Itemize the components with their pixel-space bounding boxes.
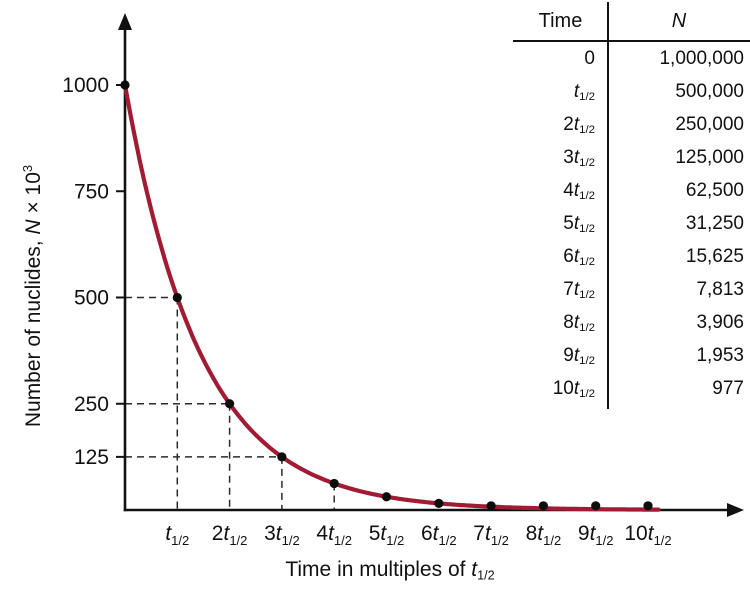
table-row: 0 1,000,000 bbox=[513, 42, 750, 75]
table-row: 8t1/2 3,906 bbox=[513, 306, 750, 339]
data-point bbox=[591, 501, 601, 511]
x-tick-label: 3t1/2 bbox=[264, 522, 300, 548]
n-cell: 31,250 bbox=[685, 213, 744, 234]
table-header: Time N bbox=[513, 2, 750, 42]
time-cell: 3t1/2 bbox=[563, 147, 595, 170]
y-axis-label-prefix: Number of nuclides, bbox=[22, 234, 45, 428]
table-row: 10t1/2 977 bbox=[513, 372, 750, 405]
x-tick-label: t1/2 bbox=[165, 522, 189, 548]
time-cell: 4t1/2 bbox=[563, 180, 595, 203]
time-cell: t1/2 bbox=[573, 81, 595, 104]
time-cell: 8t1/2 bbox=[563, 312, 595, 335]
y-tick-label: 250 bbox=[74, 393, 109, 416]
time-column-header: Time bbox=[538, 10, 583, 32]
y-tick-label: 125 bbox=[74, 446, 109, 469]
data-point bbox=[120, 80, 130, 90]
table-row: 9t1/2 1,953 bbox=[513, 339, 750, 372]
x-axis-label-variable: t bbox=[471, 558, 478, 581]
y-axis-label-variable: N bbox=[22, 219, 45, 235]
y-tick-label: 750 bbox=[74, 180, 109, 203]
x-tick-label: 8t1/2 bbox=[526, 522, 562, 548]
n-cell: 1,953 bbox=[696, 345, 744, 366]
n-cell: 977 bbox=[712, 378, 744, 399]
table-row: t1/2 500,000 bbox=[513, 75, 750, 108]
decay-curve bbox=[122, 82, 661, 512]
table-row: 6t1/2 15,625 bbox=[513, 240, 750, 273]
n-cell: 3,906 bbox=[696, 312, 744, 333]
data-point bbox=[486, 501, 496, 511]
x-tick-label: 4t1/2 bbox=[316, 522, 352, 548]
table-row: 2t1/2 250,000 bbox=[513, 108, 750, 141]
data-table: Time N 0 1,000,000 t1/2 500,000 2t1/2 250,000… bbox=[513, 2, 750, 409]
time-cell: 7t1/2 bbox=[563, 279, 595, 302]
x-axis-label-prefix: Time in multiples of bbox=[285, 558, 472, 581]
y-axis-label: Number of nuclides, N × 103 bbox=[13, 126, 45, 466]
data-point bbox=[172, 292, 182, 303]
x-tick-label: 10t1/2 bbox=[624, 522, 671, 548]
table-row: 3t1/2 125,000 bbox=[513, 141, 750, 174]
table-row: 5t1/2 31,250 bbox=[513, 207, 750, 240]
x-tick-label: 5t1/2 bbox=[369, 522, 405, 548]
data-point bbox=[381, 492, 392, 502]
time-cell: 5t1/2 bbox=[563, 213, 595, 236]
n-column-header: N bbox=[671, 10, 687, 32]
y-axis-arrow-icon bbox=[118, 13, 132, 30]
data-point bbox=[434, 498, 444, 508]
data-point bbox=[277, 452, 287, 462]
time-cell: 9t1/2 bbox=[563, 345, 595, 368]
y-axis-label-exponent: 3 bbox=[20, 164, 35, 173]
x-axis-label: Time in multiples of t1/2 bbox=[125, 558, 655, 583]
table-body: 0 1,000,000 t1/2 500,000 2t1/2 250,000 3t1/2 12… bbox=[513, 42, 750, 405]
table-row: 4t1/2 62,500 bbox=[513, 174, 750, 207]
x-tick-label: 7t1/2 bbox=[473, 522, 509, 548]
y-tick-label: 1000 bbox=[62, 74, 109, 97]
n-cell: 7,813 bbox=[696, 279, 744, 300]
n-cell: 500,000 bbox=[675, 81, 744, 102]
x-axis-label-subscript: 1/2 bbox=[477, 568, 495, 583]
data-point bbox=[538, 501, 549, 511]
x-tick-label: 9t1/2 bbox=[578, 522, 614, 548]
data-point bbox=[329, 478, 339, 489]
y-tick-label: 500 bbox=[74, 287, 109, 310]
x-tick-label: 2t1/2 bbox=[212, 522, 248, 548]
n-cell: 125,000 bbox=[675, 147, 744, 168]
n-cell: 250,000 bbox=[675, 114, 744, 135]
time-cell: 10t1/2 bbox=[552, 378, 595, 401]
table-column-divider bbox=[607, 2, 609, 409]
time-cell: 6t1/2 bbox=[563, 246, 595, 269]
data-point bbox=[225, 399, 235, 409]
time-cell: 0 bbox=[584, 48, 595, 69]
y-axis-label-mid: × 10 bbox=[22, 172, 45, 220]
data-point bbox=[643, 501, 653, 511]
n-cell: 1,000,000 bbox=[659, 48, 744, 69]
n-cell: 62,500 bbox=[685, 180, 744, 201]
time-cell: 2t1/2 bbox=[563, 114, 595, 137]
table-row: 7t1/2 7,813 bbox=[513, 273, 750, 306]
n-cell: 15,625 bbox=[685, 246, 744, 267]
x-tick-label: 6t1/2 bbox=[421, 522, 457, 548]
x-axis-arrow-icon bbox=[727, 503, 744, 517]
